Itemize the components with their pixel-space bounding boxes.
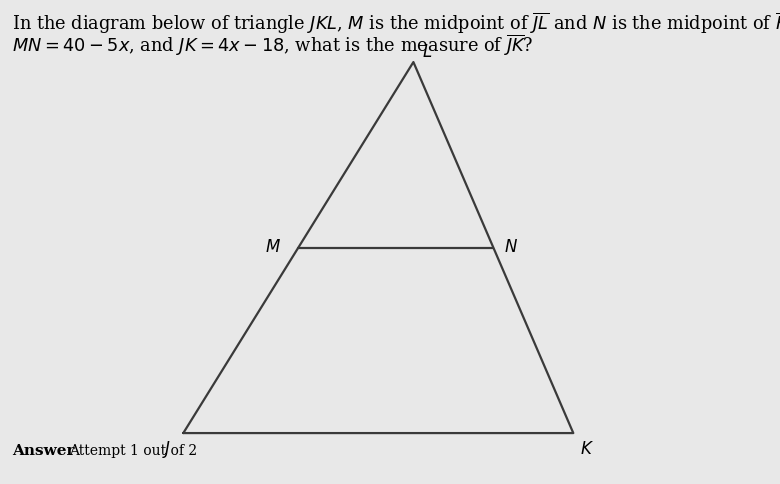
Text: $M$: $M$ — [265, 239, 282, 256]
Text: $K$: $K$ — [580, 440, 594, 457]
Text: Attempt 1 out of 2: Attempt 1 out of 2 — [69, 443, 197, 457]
Text: $J$: $J$ — [161, 438, 171, 459]
Text: $MN = 40 - 5x$, and $JK = 4x - 18$, what is the measure of $\overline{JK}$?: $MN = 40 - 5x$, and $JK = 4x - 18$, what… — [12, 32, 534, 58]
Text: Answer: Answer — [12, 443, 74, 457]
Text: $N$: $N$ — [504, 239, 517, 256]
Text: In the diagram below of triangle $JKL$, $M$ is the midpoint of $\overline{JL}$ a: In the diagram below of triangle $JKL$, … — [12, 11, 780, 36]
Text: $L$: $L$ — [422, 44, 433, 61]
